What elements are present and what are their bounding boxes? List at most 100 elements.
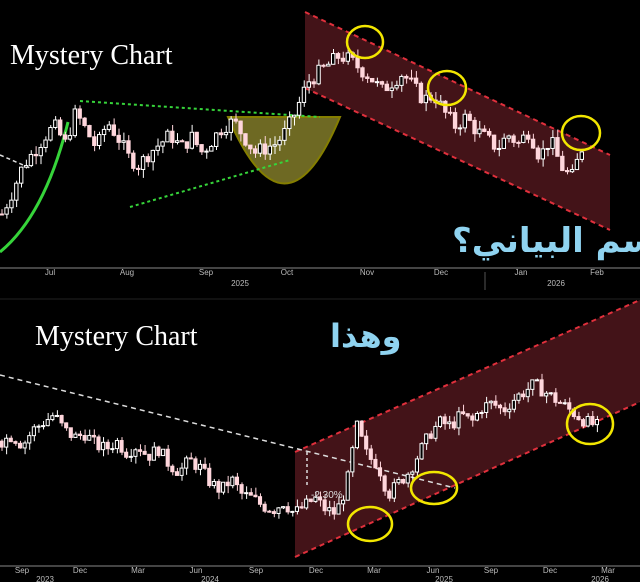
candle-body <box>287 116 292 130</box>
candle-body <box>401 478 406 484</box>
candle-body <box>253 494 258 498</box>
candle-body <box>145 156 151 163</box>
candle-body <box>59 414 64 424</box>
candle-body <box>594 419 600 426</box>
candle-body <box>239 484 244 494</box>
candle-body <box>399 75 404 86</box>
x-tick-label: Dec <box>309 566 323 575</box>
candle-body <box>151 446 156 461</box>
candle-body <box>267 145 272 155</box>
candle-body <box>28 153 34 167</box>
x-tick-label: Feb <box>590 268 604 277</box>
candle-body <box>14 182 19 201</box>
candle-body <box>562 402 567 405</box>
candle-body <box>116 134 121 143</box>
candle-body <box>405 473 410 484</box>
candle-body <box>423 94 428 104</box>
bottom-chart: -2.30% Sep Dec Mar Jun Sep Dec Mar Jun Sep Dec Mar… <box>0 298 640 582</box>
candle-body <box>560 155 565 172</box>
candle-body <box>304 498 309 509</box>
candle-body <box>365 76 370 79</box>
candle-body <box>243 133 248 146</box>
candle-body <box>511 135 516 143</box>
candle-body <box>165 130 170 143</box>
x-tick-label: Jun <box>190 566 203 575</box>
candle-body <box>311 81 316 85</box>
year-label: 2025 <box>231 279 249 288</box>
highlight-circle <box>409 470 459 506</box>
candle-body <box>373 458 378 469</box>
candle-body <box>354 420 359 449</box>
candle-body <box>8 437 13 443</box>
x-tick-label: Sep <box>249 566 264 575</box>
candle-body <box>194 131 199 146</box>
x-tick-label: Sep <box>484 566 499 575</box>
candle-body <box>87 125 92 138</box>
candle-body <box>437 416 443 427</box>
candle-body <box>511 399 516 410</box>
candle-body <box>507 408 512 413</box>
candle-body <box>221 481 226 493</box>
candle-body <box>433 425 438 439</box>
candle-body <box>327 507 332 512</box>
candle-body <box>299 506 304 509</box>
candle-body <box>62 134 68 140</box>
candle-body <box>87 434 92 441</box>
candle-body <box>50 415 55 421</box>
candle-body <box>248 492 253 496</box>
candle-body <box>470 415 475 421</box>
candle-body <box>253 148 258 154</box>
candle-body <box>396 478 401 484</box>
green-growth-curve <box>0 121 70 254</box>
candle-body <box>548 392 553 395</box>
x-tick-label: Aug <box>120 268 134 277</box>
candle-body <box>223 131 229 136</box>
candle-body <box>33 153 38 157</box>
candle-body <box>4 437 9 448</box>
candle-body <box>394 84 399 89</box>
candle-body <box>501 137 506 149</box>
candle-body <box>482 128 487 132</box>
candle-body <box>535 147 541 160</box>
candle-body <box>271 511 276 514</box>
candle-body <box>155 145 160 151</box>
candle-body <box>345 52 350 62</box>
x-tick-label: Nov <box>360 268 374 277</box>
candle-body <box>574 158 580 171</box>
candle-body <box>590 416 595 426</box>
candle-body <box>147 453 152 461</box>
candle-body <box>413 77 419 84</box>
candle-body <box>4 207 9 215</box>
candle-body <box>491 134 497 150</box>
candle-body <box>447 421 452 425</box>
candle-body <box>567 402 572 410</box>
candle-body <box>374 81 380 84</box>
candle-body <box>126 140 131 154</box>
candle-body <box>341 499 346 505</box>
candle-body <box>442 416 447 425</box>
candle-body <box>106 124 112 130</box>
candle-body <box>189 131 194 149</box>
candle-body <box>209 145 214 152</box>
candle-body <box>502 407 507 413</box>
candle-body <box>336 503 341 515</box>
candle-body <box>0 213 4 216</box>
candle-body <box>516 141 521 144</box>
highlight-circle <box>560 114 602 152</box>
candle-body <box>262 143 268 155</box>
top-arabic-question: ما هذا الرسم البياني؟ <box>452 221 640 261</box>
candle-body <box>188 457 193 460</box>
candle-body <box>301 86 307 103</box>
candle-body <box>179 467 184 476</box>
candle-body <box>540 148 545 160</box>
candle-body <box>36 425 41 428</box>
highlight-circle <box>565 402 615 446</box>
candle-body <box>140 156 146 170</box>
x-tick-label: Dec <box>543 566 557 575</box>
candle-body <box>368 448 373 460</box>
candle-body <box>345 471 350 501</box>
candle-body <box>128 455 133 458</box>
candle-body <box>277 139 282 146</box>
candle-body <box>142 450 147 455</box>
candle-body <box>370 77 375 83</box>
